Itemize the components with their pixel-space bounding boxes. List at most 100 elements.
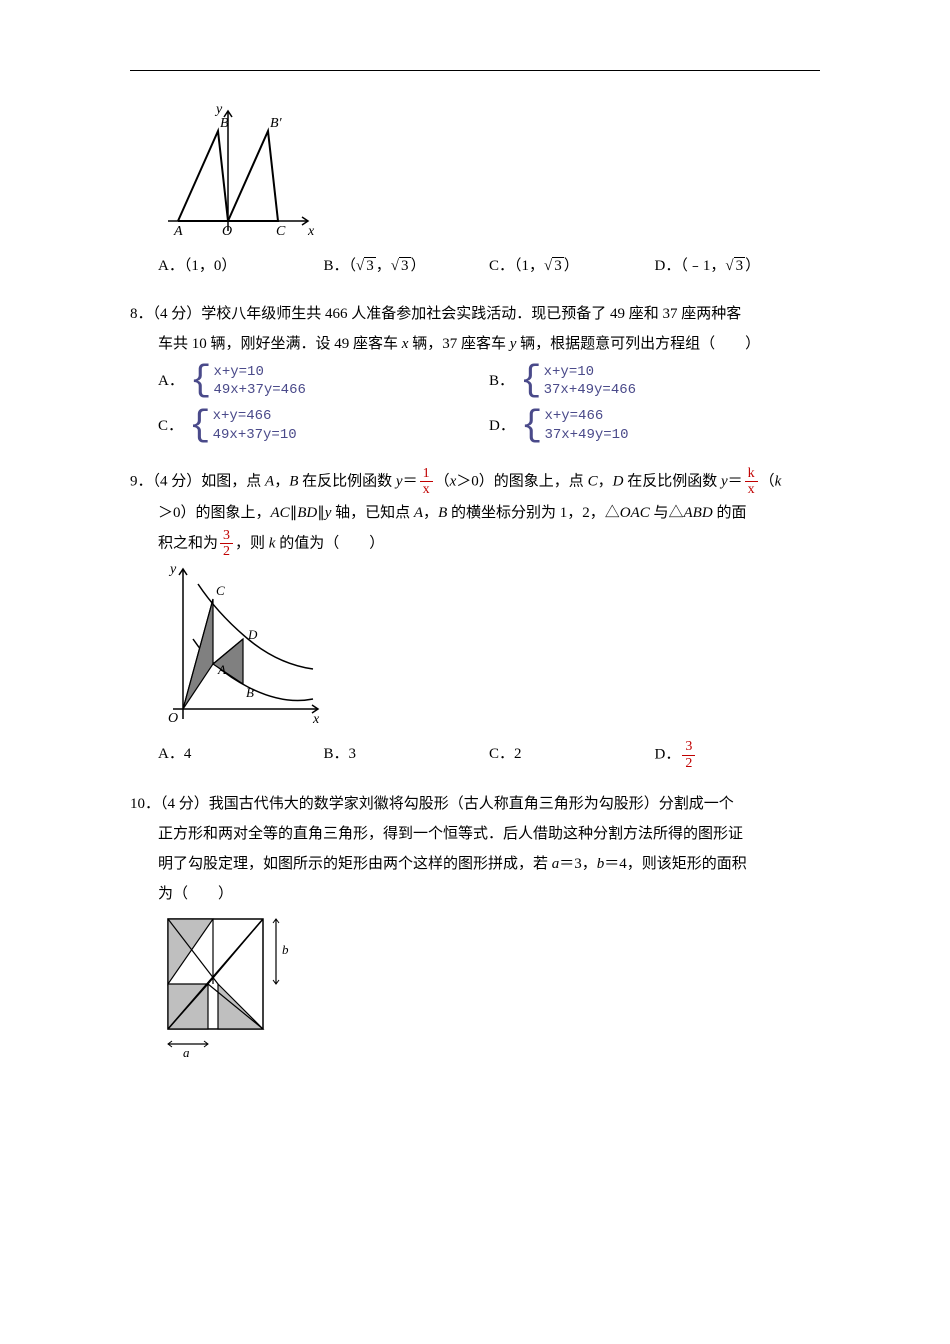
svg-text:C: C	[216, 583, 225, 598]
q7-opt-A: A．（1，0）	[158, 251, 324, 281]
q10-t6: 为（ ）	[158, 886, 233, 902]
q8: 8．（4 分）学校八年级师生共 466 人准备参加社会实践活动．现已预备了 49…	[130, 299, 820, 448]
fraction: 32	[682, 739, 695, 771]
q10-figure: a b	[158, 909, 820, 1059]
brace-icon: {	[189, 408, 211, 444]
q9-opt-C: C．2	[489, 739, 655, 771]
var-y: y	[721, 473, 728, 489]
den: x	[420, 482, 433, 497]
svg-text:B: B	[246, 685, 254, 700]
q9-l2c: ∥	[317, 505, 325, 521]
var-OAC: OAC	[620, 505, 650, 521]
svg-text:y: y	[168, 562, 177, 577]
var-A: A	[265, 473, 274, 489]
opt-val: 3	[349, 746, 357, 762]
sqrt-val: 3	[552, 257, 564, 274]
system-eq: { x+y=10 49x+37y=466	[190, 363, 306, 399]
eq-lines: x+y=10 37x+49y=466	[544, 363, 636, 399]
var-k: k	[775, 473, 782, 489]
brace-icon: {	[521, 408, 543, 444]
var-C: C	[588, 473, 598, 489]
system-eq: { x+y=466 37x+49y=10	[521, 407, 629, 443]
q9-opt-D: D．32	[655, 739, 821, 771]
q8-t2a: 车共 10 辆，刚好坐满．设 49 座客车	[158, 336, 402, 352]
fraction: 1x	[420, 466, 433, 498]
eq2: 49x+37y=466	[213, 381, 305, 399]
q10-line2: 正方形和两对全等的直角三角形，得到一个恒等式．后人借助这种分割方法所得的图形证	[130, 819, 820, 849]
svg-text:a: a	[183, 1045, 190, 1059]
q8-opt-A: A． { x+y=10 49x+37y=466	[158, 363, 489, 399]
sqrt-icon: √3	[544, 251, 564, 281]
brace-icon: {	[520, 363, 542, 399]
eq1: x+y=10	[213, 363, 305, 381]
num: k	[745, 466, 758, 482]
q8-number: 8．	[130, 306, 153, 322]
q8-opt-B: B． { x+y=10 37x+49y=466	[489, 363, 820, 399]
eq-lines: x+y=10 49x+37y=466	[213, 363, 305, 399]
q8-opt-C: C． { x+y=466 49x+37y=10	[158, 407, 489, 443]
brace-icon: {	[190, 363, 212, 399]
eq2: 49x+37y=10	[213, 426, 297, 444]
svg-text:O: O	[168, 711, 178, 726]
q9-figure: O A B C D x y	[158, 559, 820, 729]
q7-opt-A-text: （1，0）	[184, 258, 237, 274]
den: x	[745, 482, 758, 497]
opt-val: 2	[514, 746, 522, 762]
q7-opt-D-s: ）	[745, 258, 760, 274]
q7-opt-B-m: ，	[376, 258, 391, 274]
q9-t5: （	[435, 473, 450, 489]
var-D: D	[613, 473, 624, 489]
q9-opt-B: B．3	[324, 739, 490, 771]
q8-options: A． { x+y=10 49x+37y=466 B． { x+y=10 37x+…	[130, 359, 820, 448]
q7-opt-D: D．（﹣1，√3）	[655, 251, 821, 281]
pt-B: B	[220, 116, 229, 131]
q9-l3a: 积之和为	[158, 535, 218, 551]
q7: y x A O C B B′ A．（1，0） B．（√3，√3） C．（1，√3…	[130, 101, 820, 281]
q9-l2e: ，	[423, 505, 438, 521]
axis-y-label: y	[214, 102, 223, 117]
pt-Bp: B′	[270, 116, 283, 131]
opt-label: D．	[489, 411, 515, 441]
num: 1	[420, 466, 433, 482]
system-eq: { x+y=466 49x+37y=10	[189, 407, 297, 443]
q9-number: 9．	[130, 473, 153, 489]
num: 3	[220, 528, 233, 544]
q9-l2d: 轴，已知点	[331, 505, 414, 521]
den: 2	[682, 756, 695, 771]
q9-options: A．4 B．3 C．2 D．32	[130, 739, 820, 771]
q7-opt-B-p: （	[349, 258, 357, 274]
eq1: x+y=10	[544, 363, 636, 381]
eq2: 37x+49y=10	[544, 426, 628, 444]
system-eq: { x+y=10 37x+49y=466	[520, 363, 636, 399]
pt-A: A	[173, 224, 183, 239]
eq1: x+y=466	[213, 407, 297, 425]
svg-text:b: b	[282, 942, 289, 957]
sqrt-val: 3	[399, 257, 411, 274]
pt-C: C	[276, 224, 286, 239]
q9-t9: ＝	[728, 473, 743, 489]
q8-t2b: 辆，37 座客车	[408, 336, 509, 352]
q8-t2c: 辆，根据题意可列出方程组（ ）	[516, 336, 760, 352]
q10-t5: ＝4，则该矩形的面积	[604, 856, 747, 872]
fraction: 32	[220, 528, 233, 560]
q10-line4: 为（ ）	[130, 879, 820, 909]
opt-label: B．	[489, 366, 514, 396]
q9-points: （4 分）	[153, 473, 202, 489]
q9: 9．（4 分）如图，点 A，B 在反比例函数 y＝1x（x＞0）的图象上，点 C…	[130, 466, 820, 771]
axis-x-label: x	[307, 224, 315, 239]
opt-val: 4	[184, 746, 192, 762]
q7-opt-C-s: ）	[564, 258, 579, 274]
q9-l2a: ＞0）的图象上，	[158, 505, 271, 521]
q9-line2: ＞0）的图象上，AC∥BD∥y 轴，已知点 A，B 的横坐标分别为 1，2，△O…	[130, 498, 820, 528]
svg-text:D: D	[247, 627, 258, 642]
opt-label: A．	[158, 366, 184, 396]
var-y: y	[396, 473, 403, 489]
sqrt-icon: √3	[725, 251, 745, 281]
q9-opt-A: A．4	[158, 739, 324, 771]
q8-text1: 学校八年级师生共 466 人准备参加社会实践活动．现已预备了 49 座和 37 …	[201, 306, 741, 322]
var-BD: BD	[297, 505, 317, 521]
num: 3	[682, 739, 695, 755]
q10-points: （4 分）	[160, 796, 209, 812]
q8-points: （4 分）	[153, 306, 202, 322]
var-AC: AC	[271, 505, 290, 521]
